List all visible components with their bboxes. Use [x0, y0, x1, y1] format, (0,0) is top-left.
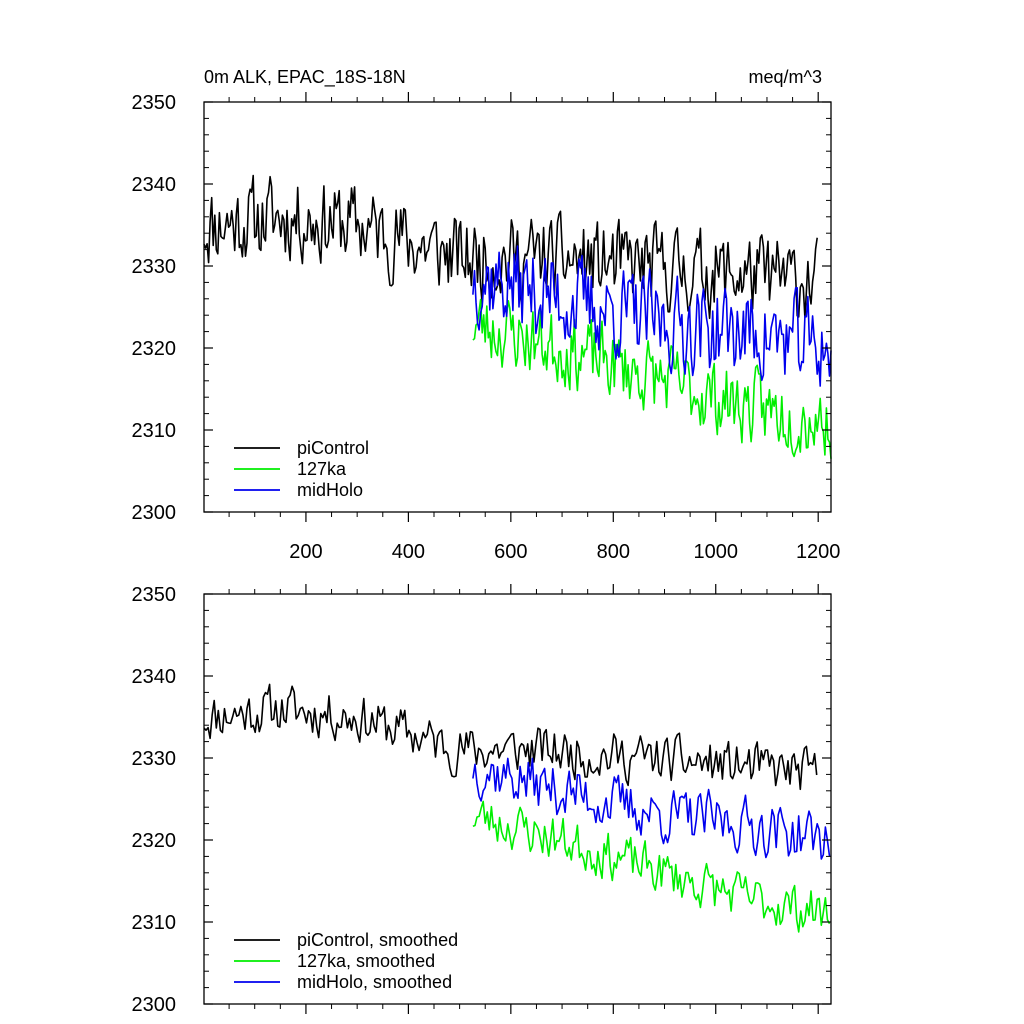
x-tick-label: 400: [392, 541, 425, 563]
chart-units-label: meq/m^3: [749, 67, 822, 87]
series-line-127ka: [472, 298, 832, 459]
chart-title-left: 0m ALK, EPAC_18S-18N: [204, 67, 406, 88]
y-tick-label: 2300: [132, 502, 177, 524]
y-tick-label: 2310: [132, 420, 177, 442]
y-tick-label: 2330: [132, 748, 177, 770]
y-tick-label: 2350: [132, 584, 177, 606]
x-tick-label: 800: [597, 541, 630, 563]
y-tick-label: 2300: [132, 994, 177, 1016]
series-line-127ka-smoothed: [472, 800, 831, 933]
series-line-picontrol: [203, 174, 818, 320]
y-tick-label: 2310: [132, 912, 177, 934]
series-line-midholo: [472, 245, 832, 387]
series-line-picontrol-smoothed: [203, 683, 818, 791]
plot-frame: [203, 593, 832, 1005]
legend-label: midHolo, smoothed: [297, 972, 452, 992]
legend-label: 127ka: [297, 459, 347, 479]
y-tick-label: 2330: [132, 256, 177, 278]
plot-frame: [203, 101, 832, 513]
x-tick-label: 600: [494, 541, 527, 563]
legend-label: midHolo: [297, 480, 363, 500]
y-tick-label: 2350: [132, 92, 177, 114]
y-tick-label: 2320: [132, 338, 177, 360]
x-tick-label: 1200: [796, 541, 841, 563]
bottom-panel: 2300 2310 2320 2330 2340 2350 piControl, smoot…: [132, 584, 832, 1016]
legend-label: piControl, smoothed: [297, 930, 458, 950]
series-line-midholo-smoothed: [472, 757, 831, 860]
x-tick-label: 200: [289, 541, 322, 563]
legend-label: 127ka, smoothed: [297, 951, 435, 971]
top-panel: 0m ALK, EPAC_18S-18N meq/m^3 2300 2310 232…: [132, 67, 841, 563]
y-tick-label: 2320: [132, 830, 177, 852]
y-tick-label: 2340: [132, 174, 177, 196]
x-tick-label: 1000: [693, 541, 738, 563]
legend-label: piControl: [297, 438, 369, 458]
y-tick-label: 2340: [132, 666, 177, 688]
